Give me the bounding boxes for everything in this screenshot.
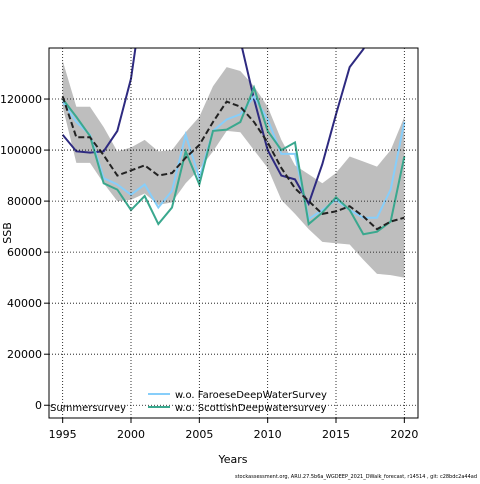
x-tick-label: 2010 <box>254 428 282 441</box>
annotation: Summersurvey <box>50 403 126 414</box>
x-tick-label: 2005 <box>185 428 213 441</box>
series-line <box>61 84 406 236</box>
x-tick-label: 1995 <box>49 428 77 441</box>
y-tick-label: 80000 <box>7 195 42 208</box>
frame <box>48 47 419 419</box>
y-tick-label: 40000 <box>7 297 42 310</box>
y-tick-label: 0 <box>35 399 42 412</box>
confidence-band <box>62 60 405 278</box>
legend-label: w.o. FaroeseDeepWaterSurvey <box>175 390 327 401</box>
y-tick-label: 60000 <box>7 246 42 259</box>
y-tick-label: 120000 <box>0 93 42 106</box>
x-tick-label: 2020 <box>390 428 418 441</box>
series-line <box>61 96 405 231</box>
x-tick-label: 2000 <box>117 428 145 441</box>
legend-label: w.o. ScottishDeepwatersurvey <box>175 403 326 414</box>
x-label: Years <box>217 453 247 466</box>
y-label: SSB <box>1 222 14 244</box>
series-line <box>61 48 366 207</box>
x-tick-label: 2015 <box>322 428 350 441</box>
footnote: stockassessment.org, ARU.27.5b6a_WGDEEP_… <box>235 474 477 480</box>
plot-area <box>61 48 406 278</box>
y-tick-label: 100000 <box>0 144 42 157</box>
y-tick-label: 20000 <box>7 348 42 361</box>
